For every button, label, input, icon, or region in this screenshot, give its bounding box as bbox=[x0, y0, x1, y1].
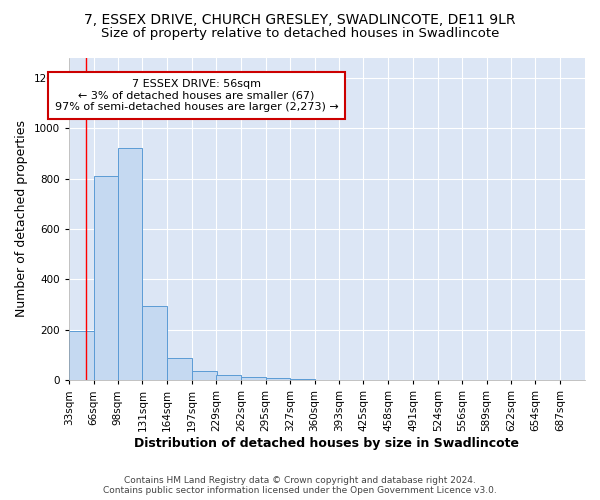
Bar bbox=[69, 331, 94, 380]
Bar bbox=[241, 378, 266, 380]
Bar bbox=[94, 176, 118, 380]
Text: 7, ESSEX DRIVE, CHURCH GRESLEY, SWADLINCOTE, DE11 9LR: 7, ESSEX DRIVE, CHURCH GRESLEY, SWADLINC… bbox=[84, 12, 516, 26]
Text: Size of property relative to detached houses in Swadlincote: Size of property relative to detached ho… bbox=[101, 28, 499, 40]
Bar bbox=[142, 306, 167, 380]
Bar bbox=[290, 379, 314, 380]
Text: 7 ESSEX DRIVE: 56sqm
← 3% of detached houses are smaller (67)
97% of semi-detach: 7 ESSEX DRIVE: 56sqm ← 3% of detached ho… bbox=[55, 78, 338, 112]
X-axis label: Distribution of detached houses by size in Swadlincote: Distribution of detached houses by size … bbox=[134, 437, 520, 450]
Bar bbox=[216, 375, 241, 380]
Bar bbox=[192, 370, 217, 380]
Bar bbox=[266, 378, 290, 380]
Text: Contains HM Land Registry data © Crown copyright and database right 2024.
Contai: Contains HM Land Registry data © Crown c… bbox=[103, 476, 497, 495]
Bar bbox=[118, 148, 142, 380]
Bar bbox=[167, 358, 192, 380]
Y-axis label: Number of detached properties: Number of detached properties bbox=[15, 120, 28, 318]
